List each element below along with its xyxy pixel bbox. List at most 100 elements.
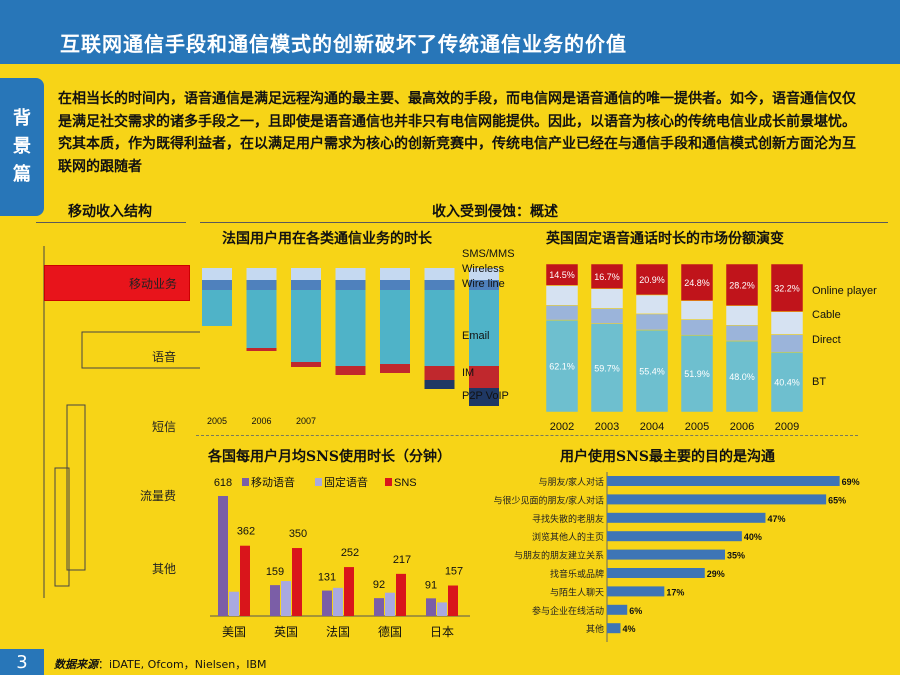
uk-bar-segment: [545, 285, 579, 306]
sns-value-label: 362: [237, 526, 255, 538]
uk-year-label: 2004: [640, 421, 664, 433]
sns-legend-swatch: [242, 478, 249, 486]
sns-country-label: 美国: [222, 625, 246, 639]
uk-bar-value-label: 14.5%: [549, 270, 575, 280]
uk-bar-segment: [770, 351, 804, 413]
intro-paragraph: 在相当长的时间内，语音通信是满足远程沟通的最主要、最高效的手段，而电信网是语音通…: [58, 91, 856, 175]
purpose-value-label: 69%: [842, 477, 860, 487]
sns-value-label: 159: [266, 566, 284, 578]
sns-bar: [333, 587, 343, 616]
tree-data-box: [54, 467, 70, 587]
uk-bar-value-label: 48.0%: [729, 372, 755, 382]
france-bar-segment: [335, 366, 366, 375]
purpose-bar: [607, 586, 665, 597]
sns-bar: [344, 567, 354, 616]
uk-year-label: 2006: [730, 421, 754, 433]
sns-bar: [396, 573, 406, 616]
uk-bar-segment: [635, 263, 669, 296]
purpose-value-label: 29%: [707, 569, 725, 579]
sns-bar: [448, 585, 458, 616]
uk-bar-value-label: 28.2%: [729, 280, 755, 290]
uk-bar-segment: [680, 319, 714, 336]
mobile-business-box: 移动业务: [44, 265, 190, 301]
purpose-category-label: 寻找失散的老朋友: [532, 513, 604, 524]
chart-purpose-title: 用户使用SNS最主要的目的是沟通: [560, 449, 776, 465]
sns-bar: [322, 590, 332, 616]
uk-bar-segment: [545, 319, 579, 413]
purpose-bar: [607, 531, 742, 542]
uk-legend-label: Cable: [812, 309, 841, 321]
france-bar-segment: [335, 280, 366, 290]
chart-france: 2005 2006 2007 SMS/MMS Wireless Wire line Emai…: [202, 248, 515, 426]
sns-value-label: 350: [289, 528, 307, 540]
sns-country-label: 法国: [326, 625, 350, 639]
sns-bar: [437, 602, 447, 616]
sns-legend-label: 移动语音: [251, 475, 295, 489]
france-series-label: Wireless: [462, 263, 505, 275]
purpose-category-label: 浏览其他人的主页: [532, 531, 604, 542]
france-bar-segment: [380, 364, 410, 373]
sns-value-label: 157: [445, 566, 463, 578]
uk-bar-segment: [545, 305, 579, 321]
uk-legend-label: Direct: [812, 334, 841, 346]
sns-bar: [240, 545, 250, 616]
sns-legend-swatch: [315, 478, 322, 486]
purpose-value-label: 47%: [767, 514, 785, 524]
france-year-label: 2005: [207, 416, 227, 426]
side-tab-char-2: 景: [13, 136, 31, 157]
france-bar-segment: [469, 290, 499, 366]
france-series-label: SMS/MMS: [462, 248, 515, 260]
france-series-label: P2P VoIP: [462, 390, 509, 402]
uk-bar-segment: [590, 308, 624, 324]
section-divider: [196, 435, 858, 436]
sns-bar: [292, 548, 302, 616]
chart-uk: 62.1% 14.5% 2002 59.7% 16.7% 2003 55.4% 20.9% 20…: [545, 263, 877, 433]
tree-voice-box: [81, 331, 200, 369]
sns-legend-label: SNS: [394, 477, 417, 489]
uk-legend-label: Online player: [812, 285, 877, 297]
uk-bar-value-label: 40.4%: [774, 378, 800, 388]
uk-bar-segment: [725, 305, 759, 326]
purpose-value-label: 65%: [828, 495, 846, 505]
section-rule-left: [36, 222, 186, 223]
source-label: 数据来源: [54, 658, 98, 671]
uk-bar-segment: [770, 311, 804, 335]
uk-bar-segment: [680, 334, 714, 413]
uk-bar-segment: [590, 263, 624, 289]
sns-value-label: 217: [393, 554, 411, 566]
side-tab-background: 背 景 篇: [0, 78, 44, 216]
france-bar-segment: [291, 280, 321, 290]
uk-bar-segment: [545, 263, 579, 286]
tree-label-sms: 短信: [152, 420, 177, 434]
purpose-value-label: 6%: [629, 606, 642, 616]
france-bar-segment: [291, 268, 321, 280]
france-bar-segment: [424, 268, 455, 280]
chart-sns: 移动语音 固定语音 SNS 618 362 美国 159 350 英国 131 252 法国 92 217…: [210, 475, 470, 639]
france-bar-segment: [424, 280, 455, 290]
purpose-bar: [607, 623, 621, 634]
france-bar-segment: [291, 362, 321, 367]
uk-bar-value-label: 20.9%: [639, 275, 665, 285]
sns-value-label: 252: [341, 547, 359, 559]
tree-lines: [43, 246, 200, 598]
header-bar: [0, 0, 900, 64]
purpose-value-label: 17%: [666, 587, 684, 597]
uk-bar-segment: [770, 263, 804, 312]
france-series-label: Email: [462, 330, 490, 342]
sns-bar: [229, 591, 239, 616]
uk-bar-segment: [725, 325, 759, 342]
uk-bar-segment: [770, 334, 804, 353]
france-bar-segment: [380, 290, 410, 364]
section-heading-left: 移动收入结构: [68, 204, 152, 220]
uk-legend-label: BT: [812, 376, 826, 388]
section-heading-right: 收入受到侵蚀：概述: [432, 204, 558, 220]
purpose-value-label: 35%: [727, 551, 745, 561]
source-note: 数据来源：iDATE, Ofcom，Nielsen，IBM: [54, 656, 267, 672]
purpose-category-label: 与很少见面的朋友/家人对话: [493, 494, 604, 505]
uk-bar-value-label: 32.2%: [774, 283, 800, 293]
uk-bar-segment: [725, 263, 759, 306]
sns-value-label: 618: [214, 477, 232, 489]
tree-label-other: 其他: [152, 562, 177, 576]
france-bar-segment: [469, 366, 499, 388]
